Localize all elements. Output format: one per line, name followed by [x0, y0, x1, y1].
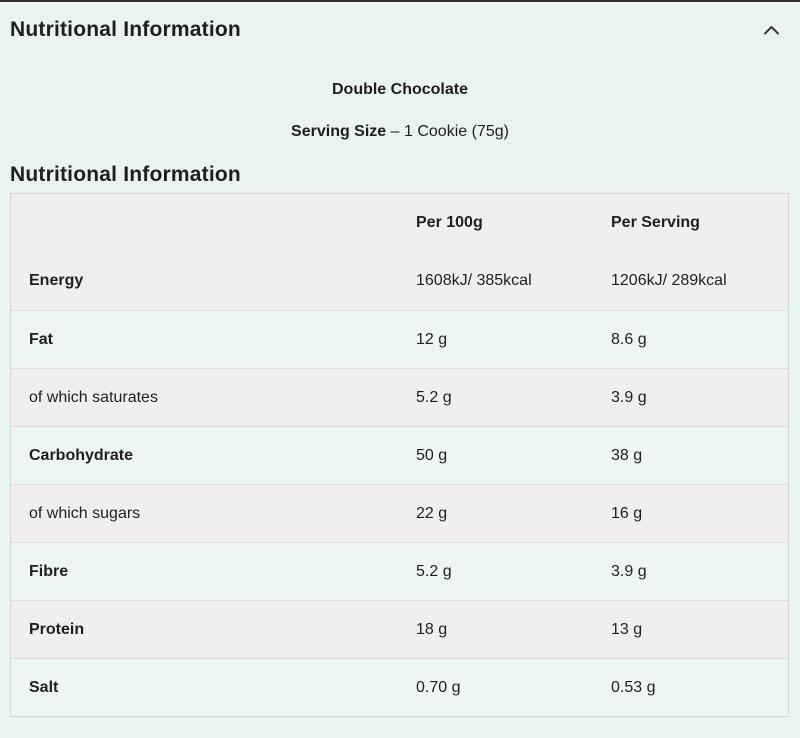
- value-per-100g: 50 g: [416, 446, 448, 464]
- flavour-name: Double Chocolate: [331, 81, 468, 98]
- value-per-serving: 8.6 g: [611, 330, 647, 348]
- serving-size: Serving Size – 1 Cookie (75g): [0, 122, 800, 141]
- row-label: Energy: [29, 272, 84, 289]
- row-label: of which saturates: [29, 388, 158, 406]
- value-per-100g: 0.70 g: [416, 678, 461, 696]
- row-label: Salt: [29, 678, 59, 696]
- value-per-serving: 13 g: [611, 620, 643, 638]
- row-label: Carbohydrate: [29, 446, 134, 464]
- table-header-row: Per 100g Per Serving: [11, 194, 788, 252]
- value-per-100g: 18 g: [416, 620, 448, 638]
- col-header-per-100g: Per 100g: [416, 214, 483, 231]
- accordion-header[interactable]: Nutritional Information: [0, 2, 800, 57]
- col-header-per-serving: Per Serving: [611, 214, 700, 231]
- row-label: of which sugars: [29, 504, 141, 522]
- value-per-100g: 5.2 g: [416, 562, 452, 580]
- serving-size-label: Serving Size: [291, 123, 387, 140]
- row-label: Fat: [29, 330, 53, 348]
- value-per-serving: 38 g: [611, 446, 643, 464]
- nutrition-section-heading: Nutritional Information: [10, 163, 241, 186]
- nutrition-table: Per 100g Per Serving Energy 1608kJ/ 385k…: [10, 193, 789, 717]
- value-per-100g: 5.2 g: [416, 388, 452, 406]
- serving-size-value: – 1 Cookie (75g): [386, 123, 509, 140]
- row-label: Fibre: [29, 562, 69, 580]
- table-row-energy: Energy 1608kJ/ 385kcal 1206kJ/ 289kcal: [11, 252, 788, 310]
- value-per-serving: 0.53 g: [611, 678, 656, 696]
- accordion-title: Nutritional Information: [10, 17, 241, 41]
- value-per-serving: 1206kJ/ 289kcal: [611, 272, 727, 289]
- table-row-sugars: of which sugars 22 g 16 g: [11, 484, 788, 542]
- table-row-fat: Fat 12 g 8.6 g: [11, 310, 788, 368]
- table-body: Energy 1608kJ/ 385kcal 1206kJ/ 289kcal F…: [11, 252, 788, 716]
- table-row-salt: Salt 0.70 g 0.53 g: [11, 658, 788, 716]
- table-row-protein: Protein 18 g 13 g: [11, 600, 788, 658]
- value-per-100g: 22 g: [416, 504, 448, 522]
- value-per-100g: 1608kJ/ 385kcal: [416, 272, 532, 289]
- chevron-up-icon[interactable]: [763, 25, 780, 35]
- value-per-serving: 16 g: [611, 504, 643, 522]
- value-per-100g: 12 g: [416, 330, 448, 348]
- table-row-fibre: Fibre 5.2 g 3.9 g: [11, 542, 788, 600]
- value-per-serving: 3.9 g: [611, 562, 647, 580]
- value-per-serving: 3.9 g: [611, 388, 647, 406]
- row-label: Protein: [29, 620, 85, 638]
- table-row-carbohydrate: Carbohydrate 50 g 38 g: [11, 426, 788, 484]
- table-row-saturates: of which saturates 5.2 g 3.9 g: [11, 368, 788, 426]
